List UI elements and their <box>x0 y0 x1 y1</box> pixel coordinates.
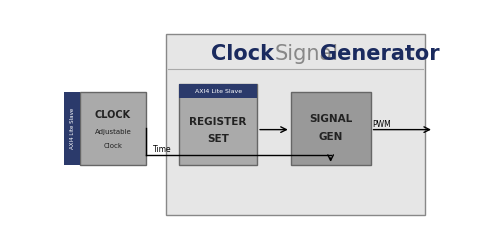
Text: PWM: PWM <box>372 120 391 129</box>
Bar <box>64 92 81 165</box>
Bar <box>290 92 371 165</box>
Text: Adjustable: Adjustable <box>95 129 132 135</box>
Text: CLOCK: CLOCK <box>95 110 131 120</box>
Text: SIGNAL: SIGNAL <box>309 114 352 124</box>
Bar <box>166 34 424 215</box>
Text: AXI4 Lite Slave: AXI4 Lite Slave <box>70 108 74 149</box>
Text: REGISTER: REGISTER <box>190 117 247 127</box>
Text: Clock: Clock <box>211 44 274 64</box>
Text: SET: SET <box>207 134 229 144</box>
Bar <box>81 92 145 165</box>
Bar <box>179 84 257 98</box>
Text: Clock: Clock <box>104 142 122 148</box>
Text: Generator: Generator <box>321 44 440 64</box>
Text: Signal: Signal <box>274 44 338 64</box>
Text: Time: Time <box>153 144 172 154</box>
Bar <box>179 84 257 165</box>
Text: GEN: GEN <box>318 132 343 142</box>
Text: AXI4 Lite Slave: AXI4 Lite Slave <box>194 88 241 94</box>
